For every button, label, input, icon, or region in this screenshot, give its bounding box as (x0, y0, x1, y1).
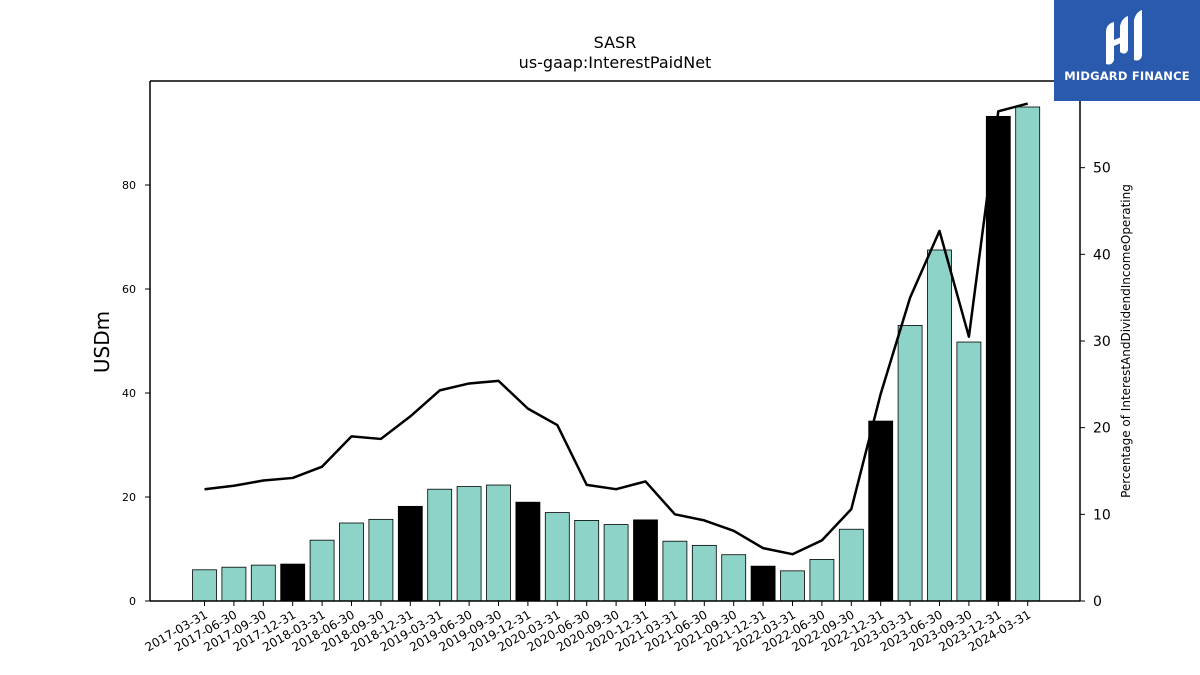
bar-2018-09-30 (368, 518, 394, 602)
bar-2022-12-31 (868, 420, 894, 602)
y2-tick-label: 20 (1093, 421, 1111, 437)
bar-2021-09-30 (721, 554, 747, 602)
y2-tick-label: 10 (1093, 507, 1111, 523)
bar-2017-12-31 (280, 563, 306, 602)
bar-2018-03-31 (309, 539, 335, 602)
bar-2017-06-30 (221, 566, 247, 602)
bar-2020-12-31 (633, 519, 658, 602)
bar-2022-09-30 (838, 528, 864, 602)
bar-2018-06-30 (339, 522, 364, 602)
logo-text: MIDGARD FINANCE (1064, 69, 1190, 83)
bars-group (192, 106, 1041, 602)
bar-2023-03-31 (897, 324, 923, 602)
bar-2021-03-31 (662, 540, 688, 602)
y-tick-label: 20 (122, 491, 136, 504)
bar-2017-09-30 (250, 564, 276, 602)
bar-2023-12-31 (985, 115, 1011, 602)
bar-2019-06-30 (456, 486, 482, 602)
bar-2020-09-30 (603, 524, 629, 602)
bar-2023-06-30 (927, 249, 952, 602)
bar-2019-12-31 (515, 501, 541, 602)
bar-2024-03-31 (1015, 106, 1041, 602)
bar-2020-03-31 (544, 512, 570, 602)
bar-2018-12-31 (397, 505, 423, 602)
line-series (204, 102, 1029, 556)
bar-2022-06-30 (809, 559, 835, 602)
y-tick-label: 0 (129, 595, 136, 608)
bar-2021-06-30 (691, 544, 717, 602)
bar-2017-03-31 (192, 569, 217, 602)
line-group (204, 102, 1029, 556)
bar-2022-03-31 (780, 570, 805, 602)
y2-axis-label: Percentage of InterestAndDividendIncomeO… (1119, 184, 1133, 498)
y-axis-label: USDm (90, 311, 114, 373)
bar-2019-09-30 (486, 484, 511, 602)
logo-mark-icon (1106, 10, 1142, 65)
chart-title: SASR (593, 33, 637, 52)
y-tick-label: 80 (122, 179, 136, 192)
chart-subtitle: us-gaap:InterestPaidNet (518, 53, 712, 72)
y-tick-label: 60 (122, 283, 136, 296)
bar-2019-03-31 (427, 488, 453, 602)
y2-tick-label: 0 (1093, 594, 1102, 610)
bar-2020-06-30 (574, 520, 600, 602)
y-tick-label: 40 (122, 387, 136, 400)
bar-2021-12-31 (750, 565, 776, 602)
y2-tick-label: 40 (1093, 247, 1111, 263)
y2-tick-label: 50 (1093, 161, 1111, 177)
y2-tick-label: 30 (1093, 334, 1111, 350)
bar-2023-09-30 (956, 341, 982, 602)
midgard-finance-logo: MIDGARD FINANCE (1054, 0, 1200, 101)
